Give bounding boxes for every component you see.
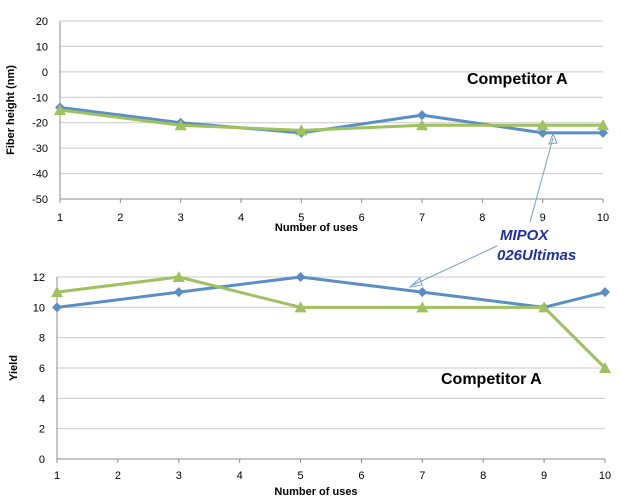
y-tick-label: 2	[39, 424, 45, 436]
y-tick-label: -50	[32, 194, 48, 206]
mipox-callout: MIPOX 026Ultimas	[408, 132, 576, 288]
competitor-point	[538, 301, 551, 313]
competitor-point	[536, 119, 549, 131]
mipox-point	[52, 302, 62, 313]
x-tick-label: 10	[597, 212, 609, 224]
x-tick-label: 6	[358, 470, 364, 482]
x-tick-label: 6	[359, 212, 365, 224]
y-axis-title: Yield	[8, 355, 20, 381]
callout-arrowhead-bottom	[408, 277, 423, 288]
mipox-point	[417, 287, 428, 298]
x-tick-label: 2	[117, 212, 123, 224]
mipox-point	[417, 110, 427, 121]
competitor-point	[597, 119, 609, 131]
x-tick-label: 3	[178, 212, 184, 224]
competitor-a-label-top: Competitor A	[467, 71, 568, 88]
competitor-point	[416, 119, 428, 131]
y-tick-label: 0	[42, 67, 48, 79]
y-tick-label: -30	[32, 143, 48, 155]
x-tick-label: 3	[176, 470, 182, 482]
mipox-point	[295, 272, 306, 282]
y-tick-label: 4	[39, 393, 45, 405]
competitor-point	[54, 104, 66, 115]
competitor-point	[174, 119, 187, 131]
mipox-label-line2: 026Ultimas	[497, 247, 576, 264]
fiber-height-chart: 20 10 0 -10 -20 -30 -40 -50 1 2 3 4 5 6 7 8 9 10 Number of…	[5, 16, 609, 234]
x-tick-label: 8	[479, 212, 485, 224]
competitor-series-line	[59, 108, 603, 132]
mipox-point	[173, 287, 184, 298]
y-axis-title: Fiber height (nm)	[5, 65, 17, 155]
mipox-label-line1: MIPOX	[500, 227, 549, 244]
y-tick-label: -10	[32, 92, 48, 104]
mipox-point	[600, 287, 610, 298]
competitor-point	[51, 286, 63, 298]
x-axis-title: Number of uses	[275, 222, 358, 234]
competitor-point	[294, 301, 307, 313]
competitor-a-label-bottom: Competitor A	[441, 371, 542, 388]
callout-arrow-to-bottom-chart	[412, 245, 498, 286]
x-axis-title: Number of uses	[274, 486, 357, 498]
y-tick-label: 8	[39, 333, 45, 345]
x-tick-label: 1	[54, 470, 60, 482]
y-tick-label: 12	[33, 272, 45, 284]
x-tick-label: 8	[480, 470, 486, 482]
y-tick-label: 10	[33, 302, 45, 314]
callout-arrowhead-top	[548, 132, 558, 145]
competitor-point	[295, 124, 308, 136]
x-tick-label: 9	[540, 212, 546, 224]
x-tick-label: 4	[238, 212, 244, 224]
competitor-series-line	[56, 275, 607, 370]
y-tick-label: -40	[32, 169, 48, 181]
x-tick-label: 9	[541, 470, 547, 482]
y-tick-label: -20	[32, 118, 48, 130]
mipox-series-line	[56, 275, 606, 309]
competitor-point	[172, 271, 185, 282]
x-tick-label: 2	[115, 470, 121, 482]
y-tick-label: 10	[36, 41, 48, 53]
callout-arrow-to-top-chart	[529, 137, 554, 223]
mipox-point	[537, 127, 548, 138]
y-tick-label: 20	[36, 16, 48, 28]
x-tick-label: 4	[237, 470, 243, 482]
x-tick-label: 1	[57, 212, 63, 224]
x-tick-label: 7	[419, 470, 425, 482]
x-tick-label: 5	[298, 212, 304, 224]
x-tick-label: 10	[599, 470, 611, 482]
y-tick-label: 0	[39, 454, 45, 466]
mipox-point	[598, 127, 608, 138]
competitor-point	[416, 301, 429, 313]
y-tick-label: 6	[39, 363, 45, 375]
x-tick-label: 5	[297, 470, 303, 482]
x-tick-label: 7	[419, 212, 425, 224]
mipox-series-line	[59, 105, 603, 135]
competitor-point	[599, 362, 611, 373]
